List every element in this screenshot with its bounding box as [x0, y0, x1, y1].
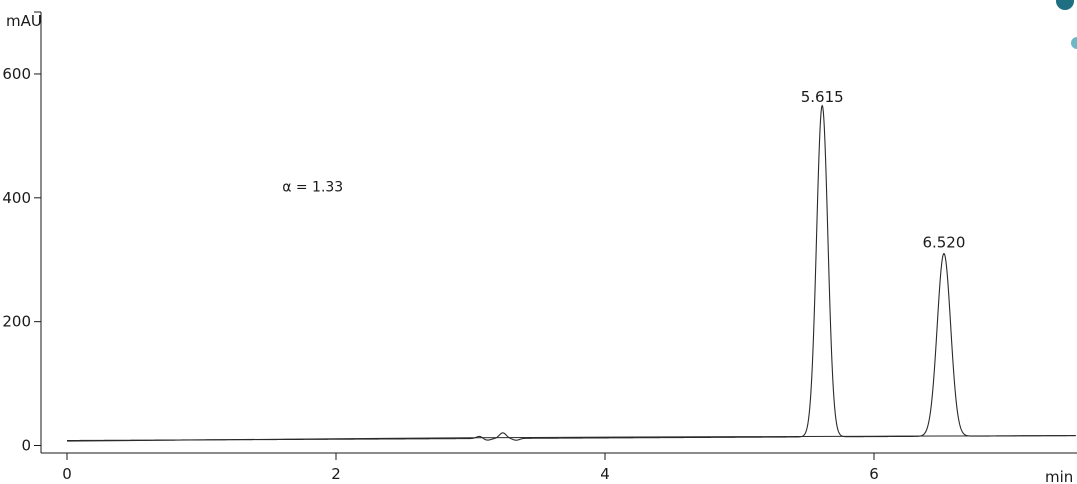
alpha-label: α = 1.33 [282, 180, 343, 196]
y-tick-label: 400 [2, 189, 31, 207]
y-ticks: 0 200 400 600 [2, 11, 41, 455]
peak-label: 5.615 [801, 88, 844, 106]
peak-label: 6.520 [922, 233, 965, 251]
y-tick-label: 200 [2, 313, 31, 331]
y-tick-label: 0 [21, 437, 31, 455]
peak-annotations: 5.615 6.520 α = 1.33 [282, 88, 965, 252]
molecule-dot-dark [1056, 0, 1074, 10]
y-unit-label: mAU [6, 12, 42, 30]
molecule-dot-light [1071, 37, 1077, 49]
x-tick-label: 0 [62, 465, 72, 483]
x-tick-label: 4 [600, 465, 610, 483]
x-tick-label: 2 [331, 465, 341, 483]
y-tick-label: 600 [2, 65, 31, 83]
x-unit-label: min [1045, 468, 1073, 484]
x-tick-label: 6 [869, 465, 879, 483]
x-ticks: 0 2 4 6 [62, 453, 879, 483]
chromatogram-trace-line [66, 104, 1076, 442]
